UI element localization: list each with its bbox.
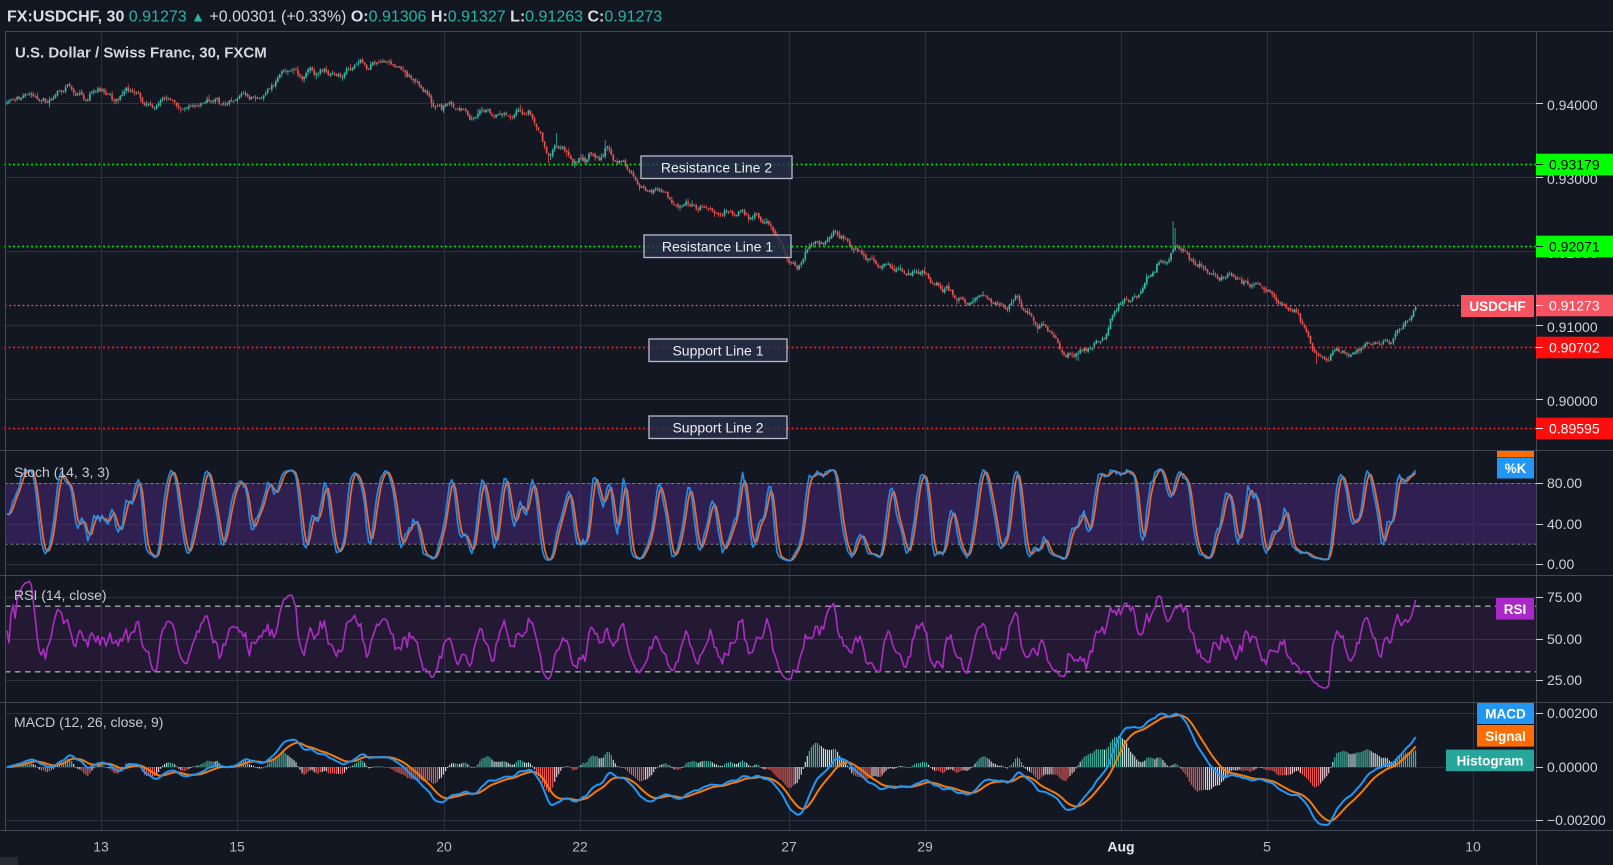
svg-text:0.92071: 0.92071 <box>1549 239 1600 255</box>
svg-text:25.00: 25.00 <box>1547 672 1582 688</box>
svg-text:RSI (14, close): RSI (14, close) <box>14 587 107 603</box>
svg-text:22: 22 <box>572 839 588 855</box>
svg-text:Stoch (14, 3, 3): Stoch (14, 3, 3) <box>14 464 110 480</box>
svg-text:50.00: 50.00 <box>1547 631 1582 647</box>
svg-text:0.00: 0.00 <box>1547 556 1574 572</box>
svg-text:0.00000: 0.00000 <box>1547 759 1598 775</box>
svg-text:15: 15 <box>229 839 245 855</box>
svg-text:0.00200: 0.00200 <box>1547 705 1598 721</box>
svg-text:0.91000: 0.91000 <box>1547 319 1598 335</box>
svg-text:MACD (12, 26, close, 9): MACD (12, 26, close, 9) <box>14 714 163 730</box>
svg-text:Support Line 2: Support Line 2 <box>672 419 763 435</box>
svg-text:27: 27 <box>781 839 797 855</box>
svg-text:Signal: Signal <box>1485 729 1526 744</box>
svg-text:80.00: 80.00 <box>1547 475 1582 491</box>
svg-text:Support Line 1: Support Line 1 <box>672 342 763 358</box>
svg-text:Aug: Aug <box>1107 839 1134 855</box>
svg-text:0.90000: 0.90000 <box>1547 393 1598 409</box>
svg-text:RSI: RSI <box>1504 602 1527 617</box>
svg-text:5: 5 <box>1263 839 1271 855</box>
svg-text:13: 13 <box>93 839 109 855</box>
svg-text:Resistance Line 2: Resistance Line 2 <box>661 159 773 175</box>
svg-text:0.93179: 0.93179 <box>1549 157 1600 173</box>
svg-text:Resistance Line 1: Resistance Line 1 <box>662 238 774 254</box>
svg-text:0.90702: 0.90702 <box>1549 340 1600 356</box>
svg-text:−0.00200: −0.00200 <box>1547 812 1606 828</box>
svg-text:0.89595: 0.89595 <box>1549 421 1600 437</box>
svg-text:29: 29 <box>917 839 933 855</box>
svg-text:USDCHF: USDCHF <box>1469 299 1525 314</box>
svg-text:MACD: MACD <box>1485 707 1526 722</box>
svg-text:U.S. Dollar / Swiss Franc, 30,: U.S. Dollar / Swiss Franc, 30, FXCM <box>15 45 267 62</box>
svg-text:%K: %K <box>1505 461 1527 476</box>
svg-text:0.94000: 0.94000 <box>1547 97 1598 113</box>
svg-text:75.00: 75.00 <box>1547 589 1582 605</box>
svg-text:40.00: 40.00 <box>1547 516 1582 532</box>
svg-text:FX:USDCHF, 30 0.91273 ▲ +0.003: FX:USDCHF, 30 0.91273 ▲ +0.00301 (+0.33%… <box>7 8 662 25</box>
svg-text:20: 20 <box>436 839 452 855</box>
svg-text:0.91273: 0.91273 <box>1549 298 1600 314</box>
svg-text:Histogram: Histogram <box>1457 753 1524 768</box>
svg-text:10: 10 <box>1465 839 1481 855</box>
